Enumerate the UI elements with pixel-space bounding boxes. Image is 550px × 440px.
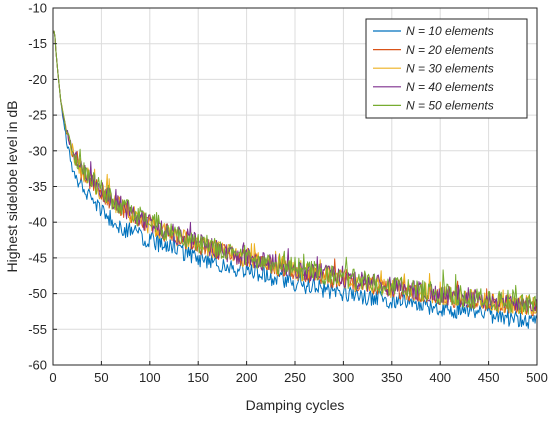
x-tick-label: 0	[49, 370, 56, 385]
legend-entry-label: N = 50 elements	[406, 99, 494, 113]
y-tick-label: -45	[28, 250, 47, 265]
x-tick-label: 300	[333, 370, 355, 385]
x-tick-label: 250	[284, 370, 306, 385]
x-tick-label: 350	[381, 370, 403, 385]
legend-entry-label: N = 40 elements	[406, 80, 494, 94]
y-tick-label: -25	[28, 108, 47, 123]
y-tick-label: -30	[28, 143, 47, 158]
y-tick-label: -55	[28, 322, 47, 337]
x-tick-label: 500	[526, 370, 548, 385]
legend-entry-label: N = 30 elements	[406, 61, 494, 75]
y-tick-label: -15	[28, 36, 47, 51]
x-tick-label: 400	[429, 370, 451, 385]
series-line-5	[53, 30, 538, 315]
legend: N = 10 elements N = 20 elements N = 30 ele…	[365, 18, 528, 119]
legend-entry-label: N = 10 elements	[406, 24, 494, 38]
x-tick-label: 150	[187, 370, 209, 385]
x-axis-label: Damping cycles	[246, 397, 345, 413]
x-tick-label: 450	[478, 370, 500, 385]
y-tick-label: -50	[28, 286, 47, 301]
tick-layer: 0 50 100 150 200 250 300 350 400 450 500 -60 -55 -50 -…	[28, 1, 548, 386]
x-tick-label: 200	[236, 370, 258, 385]
legend-entry-label: N = 20 elements	[406, 43, 494, 57]
y-tick-label: -40	[28, 215, 47, 230]
y-tick-label: -35	[28, 179, 47, 194]
series-layer	[53, 30, 538, 329]
y-tick-label: -60	[28, 358, 47, 373]
x-tick-label: 100	[139, 370, 161, 385]
series-line-1	[53, 30, 538, 329]
y-tick-label: -20	[28, 72, 47, 87]
x-tick-label: 50	[94, 370, 108, 385]
y-tick-label: -10	[28, 1, 47, 16]
y-axis-label: Highest sidelobe level in dB	[4, 101, 20, 273]
